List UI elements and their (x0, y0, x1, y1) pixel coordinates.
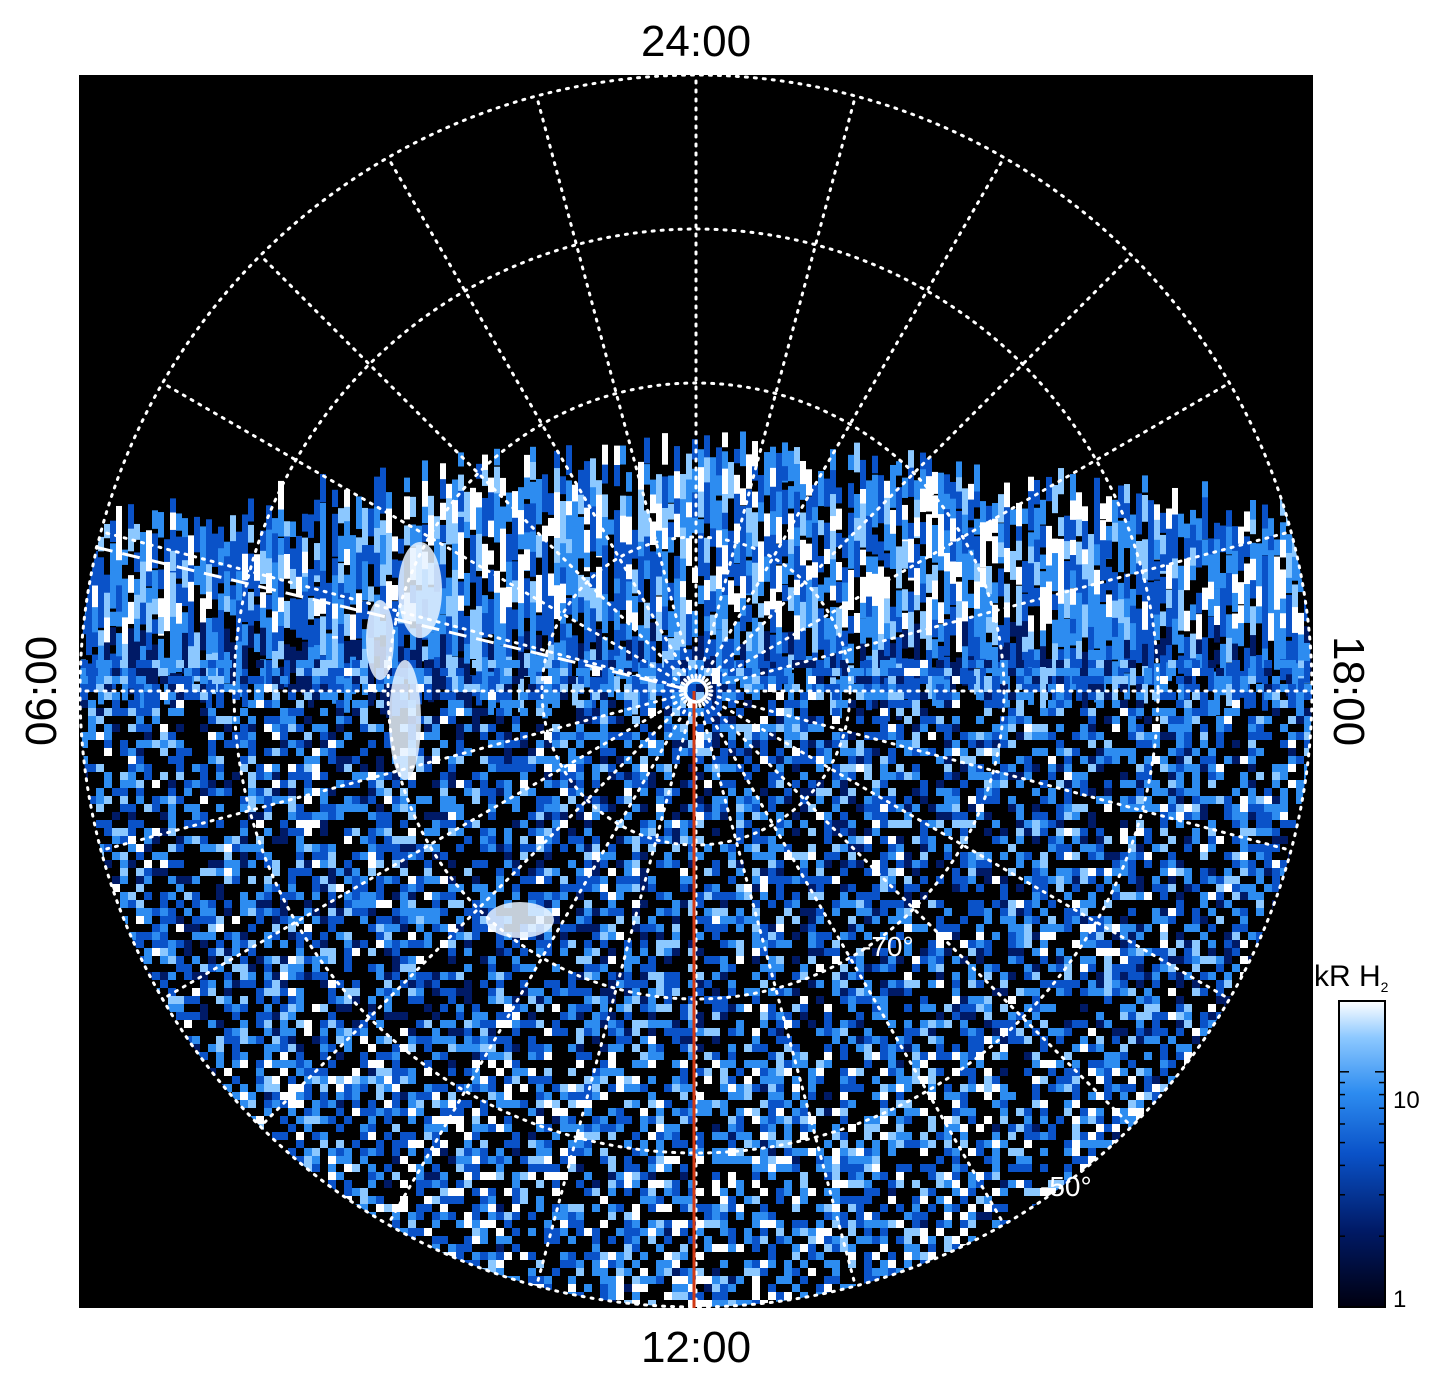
meridian-line (99, 530, 684, 689)
meridian-line (708, 530, 1293, 689)
meridian-line (701, 156, 1006, 681)
meridian-line (698, 94, 857, 679)
meridian-line (535, 703, 694, 1288)
local-time-label-left: 06:00 (17, 636, 66, 746)
latitude-label-70: -70° (862, 931, 914, 962)
latitude-circle (540, 535, 852, 847)
local-time-label-bottom: 12:00 (641, 1323, 751, 1372)
meridian-line (698, 703, 857, 1288)
colorbar-gradient (1338, 1000, 1386, 1308)
meridian-line (161, 696, 686, 1001)
meridian-line (161, 381, 686, 686)
latitude-circle (79, 75, 1313, 1308)
latitude-label-50: -50° (1040, 1171, 1092, 1202)
meridian-line (706, 381, 1231, 686)
meridian-line (701, 701, 1006, 1226)
pole-marker (683, 678, 709, 704)
latitude-circle (232, 227, 1160, 1155)
colorbar-tick-label-1: 1 (1393, 1286, 1406, 1313)
colorbar-title-subscript: 2 (1381, 979, 1389, 995)
colorbar: kR H2 10 1 (1314, 960, 1420, 1313)
local-time-label-right: 18:00 (1324, 636, 1373, 746)
meridian-line (99, 693, 684, 852)
meridian-line (708, 693, 1293, 852)
meridian-line (704, 699, 1134, 1129)
local-time-label-top: 24:00 (641, 17, 751, 66)
colorbar-title-main: kR H (1314, 960, 1381, 993)
meridian-line (704, 253, 1134, 683)
colorbar-tick-label-10: 10 (1393, 1087, 1420, 1114)
meridian-line (258, 699, 688, 1129)
meridian-line (386, 701, 691, 1226)
meridian-line (535, 94, 694, 679)
meridian-line (706, 696, 1231, 1001)
meridian-line (386, 156, 691, 681)
colorbar-ticks (1339, 1000, 1385, 1308)
dashed-reference-line (94, 545, 691, 692)
meridian-line (258, 253, 688, 683)
polar-grid (79, 75, 1313, 1308)
latitude-circle (386, 381, 1006, 1001)
colorbar-title: kR H2 (1314, 960, 1389, 995)
